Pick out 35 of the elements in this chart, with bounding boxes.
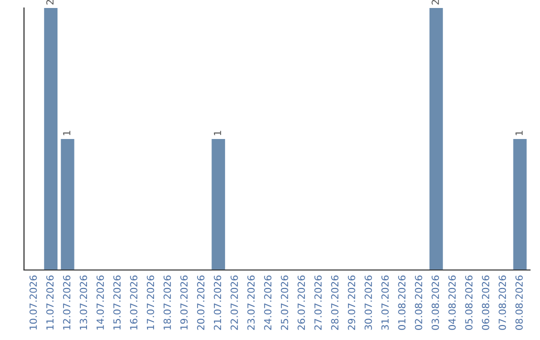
x-tick-label: 08.08.2026 bbox=[515, 275, 523, 330]
x-tick-label: 26.07.2026 bbox=[298, 275, 305, 330]
x-tick-label: 18.07.2026 bbox=[164, 275, 171, 330]
x-tick-label: 05.08.2026 bbox=[465, 275, 473, 330]
x-tick-label: 24.07.2026 bbox=[264, 275, 272, 330]
x-tick-label: 25.07.2026 bbox=[280, 275, 288, 330]
x-tick-label: 20.07.2026 bbox=[197, 275, 204, 330]
data-label: 1 bbox=[214, 130, 222, 136]
x-tick-label: 30.07.2026 bbox=[364, 275, 372, 330]
data-label: 2 bbox=[432, 0, 439, 5]
x-tick-label: 04.08.2026 bbox=[448, 275, 456, 330]
x-tick-label: 12.07.2026 bbox=[63, 275, 70, 330]
x-tick-label: 27.07.2026 bbox=[314, 275, 322, 330]
data-label: 1 bbox=[516, 130, 523, 136]
x-tick-label: 15.07.2026 bbox=[113, 275, 121, 330]
x-tick-label: 23.07.2026 bbox=[247, 275, 255, 330]
x-tick-label: 03.08.2026 bbox=[432, 275, 439, 330]
data-label: 1 bbox=[63, 130, 70, 136]
x-tick-label: 01.08.2026 bbox=[398, 275, 406, 330]
x-tick-label: 29.07.2026 bbox=[348, 275, 356, 330]
x-tick-label: 21.07.2026 bbox=[214, 275, 222, 330]
data-label: 2 bbox=[46, 0, 54, 5]
x-tick-label: 17.07.2026 bbox=[146, 275, 154, 330]
x-tick-label: 14.07.2026 bbox=[96, 275, 104, 330]
x-tick-label: 31.07.2026 bbox=[381, 275, 389, 330]
x-tick-label: 19.07.2026 bbox=[180, 275, 188, 330]
x-tick-label: 22.07.2026 bbox=[230, 275, 238, 330]
x-tick-label: 06.08.2026 bbox=[482, 275, 490, 330]
x-tick-label: 13.07.2026 bbox=[80, 275, 88, 330]
x-tick-label: 02.08.2026 bbox=[414, 275, 422, 330]
x-tick-label: 28.07.2026 bbox=[331, 275, 338, 330]
x-tick-label: 16.07.2026 bbox=[130, 275, 138, 330]
x-tick-label: 10.07.2026 bbox=[30, 275, 37, 330]
x-tick-label: 11.07.2026 bbox=[46, 275, 54, 330]
x-tick-label: 07.08.2026 bbox=[498, 275, 506, 330]
